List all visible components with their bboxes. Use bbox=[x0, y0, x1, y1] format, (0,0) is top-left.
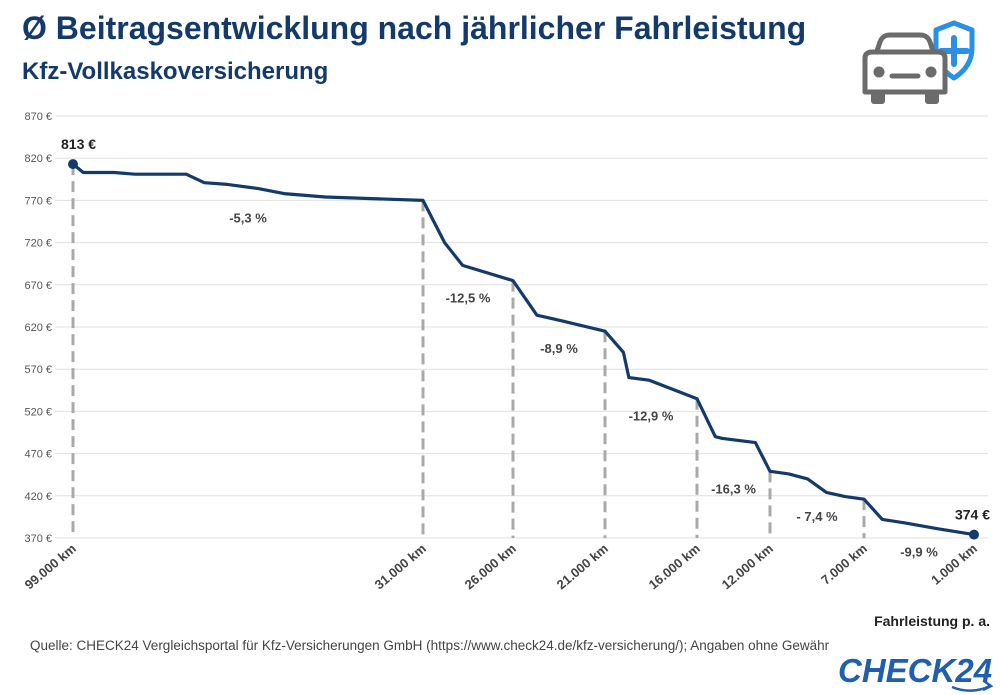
y-tick-label: 770 € bbox=[24, 195, 52, 207]
change-label: -9,9 % bbox=[900, 545, 938, 560]
x-tick-label: 99.000 km bbox=[22, 541, 79, 592]
y-tick-label: 420 € bbox=[24, 491, 52, 503]
series-line bbox=[71, 162, 976, 537]
page-title: Ø Beitragsentwicklung nach jährlicher Fa… bbox=[22, 10, 807, 46]
y-tick-label: 870 € bbox=[24, 111, 52, 123]
y-tick-label: 620 € bbox=[24, 322, 52, 334]
y-tick-label: 570 € bbox=[24, 364, 52, 376]
check24-logo: CHECK24 bbox=[838, 652, 994, 692]
change-label: - 7,4 % bbox=[796, 509, 838, 524]
change-label: -16,3 % bbox=[711, 481, 756, 496]
page-subtitle: Kfz-Vollkaskoversicherung bbox=[22, 58, 329, 85]
x-tick-label: 26.000 km bbox=[462, 541, 519, 592]
svg-text:CHECK24: CHECK24 bbox=[838, 652, 992, 689]
end-value-label: 374 € bbox=[955, 507, 990, 523]
line-chart: 370 € 420 € 470 € 520 € 570 € 620 € 670 € 720 €… bbox=[22, 111, 991, 629]
y-tick-label: 370 € bbox=[24, 533, 52, 545]
x-tick-label: 16.000 km bbox=[646, 541, 703, 592]
y-tick-label: 820 € bbox=[24, 153, 52, 165]
y-tick-label: 670 € bbox=[24, 280, 52, 292]
car-shield-plus-icon bbox=[862, 20, 975, 104]
x-tick-label: 21.000 km bbox=[554, 541, 611, 592]
data-point-start bbox=[68, 159, 78, 170]
start-value-label: 813 € bbox=[61, 136, 96, 152]
x-tick-label: 12.000 km bbox=[719, 541, 776, 592]
x-axis-title: Fahrleistung p. a. bbox=[874, 613, 990, 629]
change-label: -12,5 % bbox=[446, 291, 491, 306]
data-point-end bbox=[969, 529, 979, 540]
change-label: -12,9 % bbox=[629, 409, 674, 424]
change-label: -5,3 % bbox=[229, 210, 267, 225]
y-tick-label: 720 € bbox=[24, 238, 52, 250]
change-label: -8,9 % bbox=[540, 341, 578, 356]
y-tick-label: 520 € bbox=[24, 406, 52, 418]
x-tick-label: 31.000 km bbox=[372, 541, 429, 592]
x-tick-label: 7.000 km bbox=[818, 541, 870, 588]
y-tick-label: 470 € bbox=[24, 449, 52, 461]
source-note: Quelle: CHECK24 Vergleichsportal für Kfz… bbox=[30, 638, 830, 653]
